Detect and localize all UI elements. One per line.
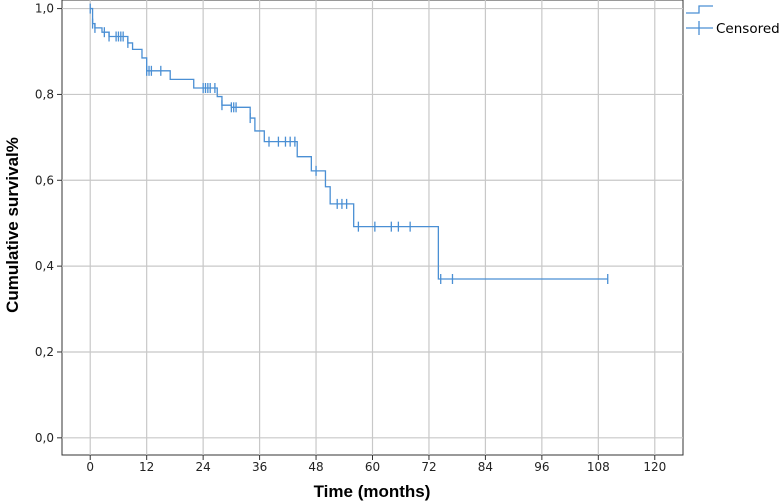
legend-step-line-icon xyxy=(686,5,713,14)
y-tick-label: 1,0 xyxy=(35,2,54,16)
x-tick-label: 24 xyxy=(195,460,210,474)
x-tick-label: 96 xyxy=(534,460,549,474)
x-tick-label: 72 xyxy=(421,460,436,474)
x-tick-label: 12 xyxy=(139,460,154,474)
x-tick-label: 84 xyxy=(478,460,493,474)
x-tick-label: 120 xyxy=(643,460,666,474)
legend: Censored xyxy=(686,5,780,37)
x-axis-ticks: 0 12 24 36 48 60 72 84 96 108 120 xyxy=(86,455,666,474)
x-axis-title: Time (months) xyxy=(314,482,431,501)
y-tick-label: 0,0 xyxy=(35,431,54,445)
x-tick-label: 48 xyxy=(308,460,323,474)
y-axis-ticks: 0,0 0,2 0,4 0,6 0,8 1,0 xyxy=(35,2,62,445)
x-tick-label: 60 xyxy=(365,460,380,474)
y-axis-title: Cumulative survival% xyxy=(3,137,22,313)
y-tick-label: 0,2 xyxy=(35,345,54,359)
x-tick-label: 36 xyxy=(252,460,267,474)
y-tick-label: 0,6 xyxy=(35,173,54,187)
y-tick-label: 0,4 xyxy=(35,259,54,273)
grid-lines xyxy=(62,0,683,455)
legend-label-censored: Censored xyxy=(716,21,780,37)
series-layer xyxy=(89,3,609,285)
y-tick-label: 0,8 xyxy=(35,87,54,101)
x-tick-label: 108 xyxy=(587,460,610,474)
x-tick-label: 0 xyxy=(86,460,94,474)
